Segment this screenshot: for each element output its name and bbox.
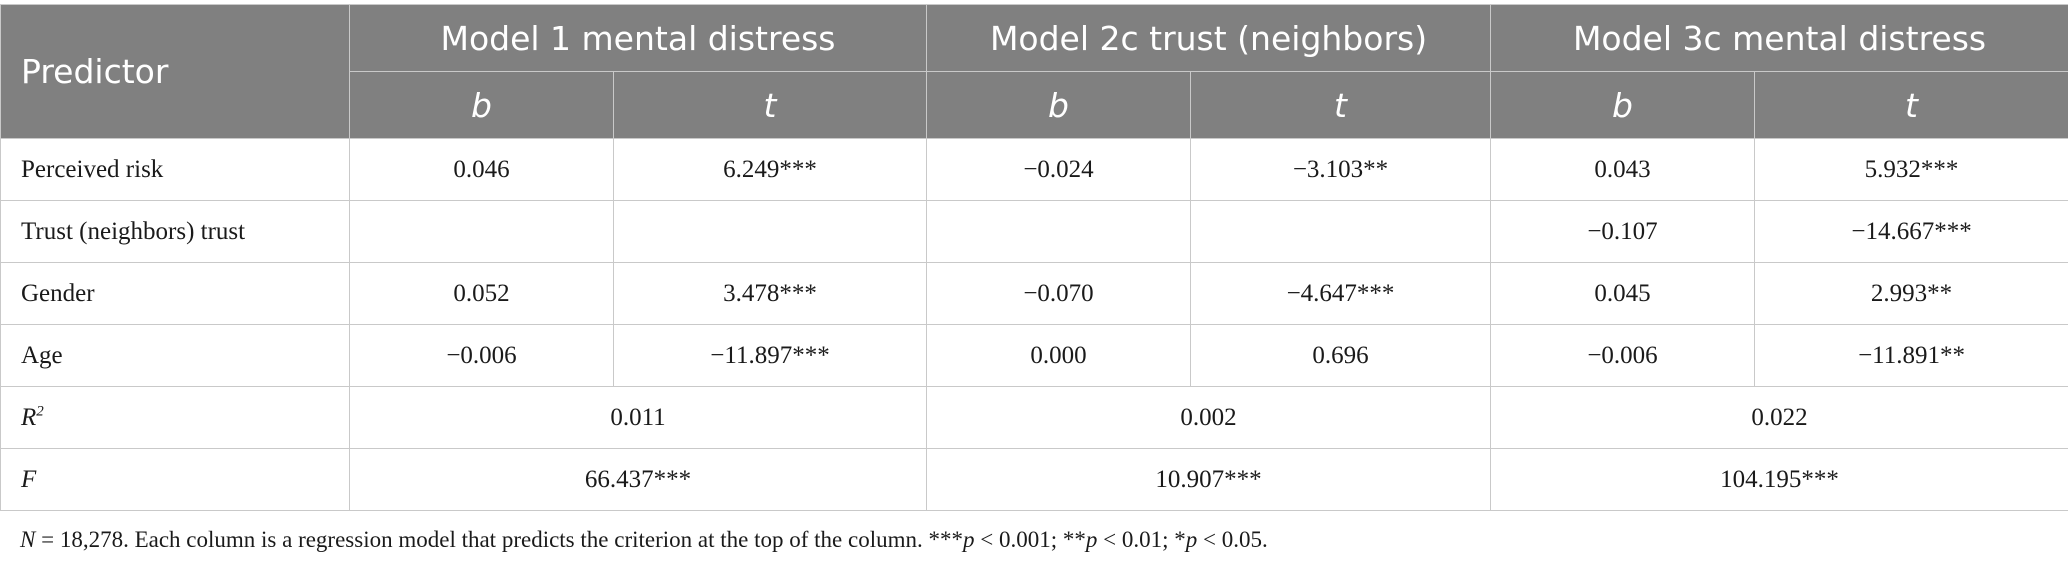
model-2c-header: Model 2c trust (neighbors)	[925, 4, 1492, 72]
table-cell: 0.046	[349, 138, 614, 201]
note-p-symbol: p	[1085, 527, 1098, 552]
table-cell	[926, 200, 1191, 263]
note-text: < 0.001; **	[974, 527, 1086, 552]
f-value: 10.907***	[925, 448, 1492, 511]
f-statistic-row: F 66.437*** 10.907*** 104.195***	[0, 448, 2068, 511]
table-cell: −14.667***	[1754, 200, 2068, 263]
table-cell: −0.024	[926, 138, 1191, 201]
t-header: t	[1754, 71, 2068, 139]
table-cell: 0.043	[1490, 138, 1756, 201]
model-1-header: Model 1 mental distress	[349, 4, 927, 72]
table-cell: −11.897***	[613, 324, 927, 387]
header-row-models: Predictor Model 1 mental distress Model …	[0, 4, 2068, 139]
f-value: 66.437***	[349, 448, 927, 511]
table-cell	[1189, 200, 1492, 263]
note-p-symbol: p	[962, 527, 975, 552]
r-squared-value: 0.022	[1490, 386, 2068, 449]
t-header: t	[613, 71, 927, 139]
table-footnote: N = 18,278. Each column is a regression …	[20, 527, 1268, 553]
row-label: Perceived risk	[0, 138, 350, 201]
note-p-symbol: p	[1185, 527, 1198, 552]
table-cell: 6.249***	[613, 138, 927, 201]
f-label: F	[0, 448, 350, 511]
b-header: b	[349, 71, 614, 139]
row-label: Gender	[0, 262, 350, 325]
table-cell: −4.647***	[1189, 262, 1492, 325]
table-cell	[349, 200, 614, 263]
note-text: < 0.01; *	[1097, 527, 1186, 552]
note-text: = 18,278. Each column is a regression mo…	[35, 527, 963, 552]
table-cell: −3.103**	[1189, 138, 1492, 201]
table-cell: −11.891**	[1754, 324, 2068, 387]
row-label: Trust (neighbors) trust	[0, 200, 350, 263]
b-header: b	[1490, 71, 1756, 139]
r-squared-value: 0.002	[925, 386, 1492, 449]
r-squared-label: R2	[0, 386, 350, 449]
table-cell: 0.052	[349, 262, 614, 325]
table-row: Trust (neighbors) trust −0.107 −14.667**…	[0, 200, 2068, 263]
r-squared-superscript: 2	[36, 403, 44, 420]
table-row: Age −0.006 −11.897*** 0.000 0.696 −0.006…	[0, 324, 2068, 387]
f-value: 104.195***	[1490, 448, 2068, 511]
regression-table: Predictor Model 1 mental distress Model …	[0, 4, 2068, 511]
b-header: b	[926, 71, 1191, 139]
table-cell: 3.478***	[613, 262, 927, 325]
table-cell: 0.000	[926, 324, 1191, 387]
note-text: < 0.05.	[1197, 527, 1268, 552]
table-cell: −0.107	[1490, 200, 1756, 263]
table-cell: 5.932***	[1754, 138, 2068, 201]
header-row-stats: b t b t b t	[1, 71, 2068, 139]
r-squared-value: 0.011	[349, 386, 927, 449]
table-row: Perceived risk 0.046 6.249*** −0.024 −3.…	[0, 138, 2068, 201]
table-cell	[613, 200, 927, 263]
table-cell: −0.006	[1490, 324, 1756, 387]
table-cell: −0.070	[926, 262, 1191, 325]
model-3c-header: Model 3c mental distress	[1490, 4, 2068, 72]
r-squared-symbol: R	[21, 403, 37, 431]
note-n-symbol: N	[20, 527, 36, 552]
r-squared-row: R2 0.011 0.002 0.022	[0, 386, 2068, 449]
predictor-header: Predictor	[0, 4, 350, 139]
table-cell: 0.696	[1189, 324, 1492, 387]
row-label: Age	[0, 324, 350, 387]
t-header: t	[1189, 71, 1492, 139]
table-row: Gender 0.052 3.478*** −0.070 −4.647*** 0…	[0, 262, 2068, 325]
table-cell: 2.993**	[1754, 262, 2068, 325]
table-cell: 0.045	[1490, 262, 1756, 325]
table-cell: −0.006	[349, 324, 614, 387]
